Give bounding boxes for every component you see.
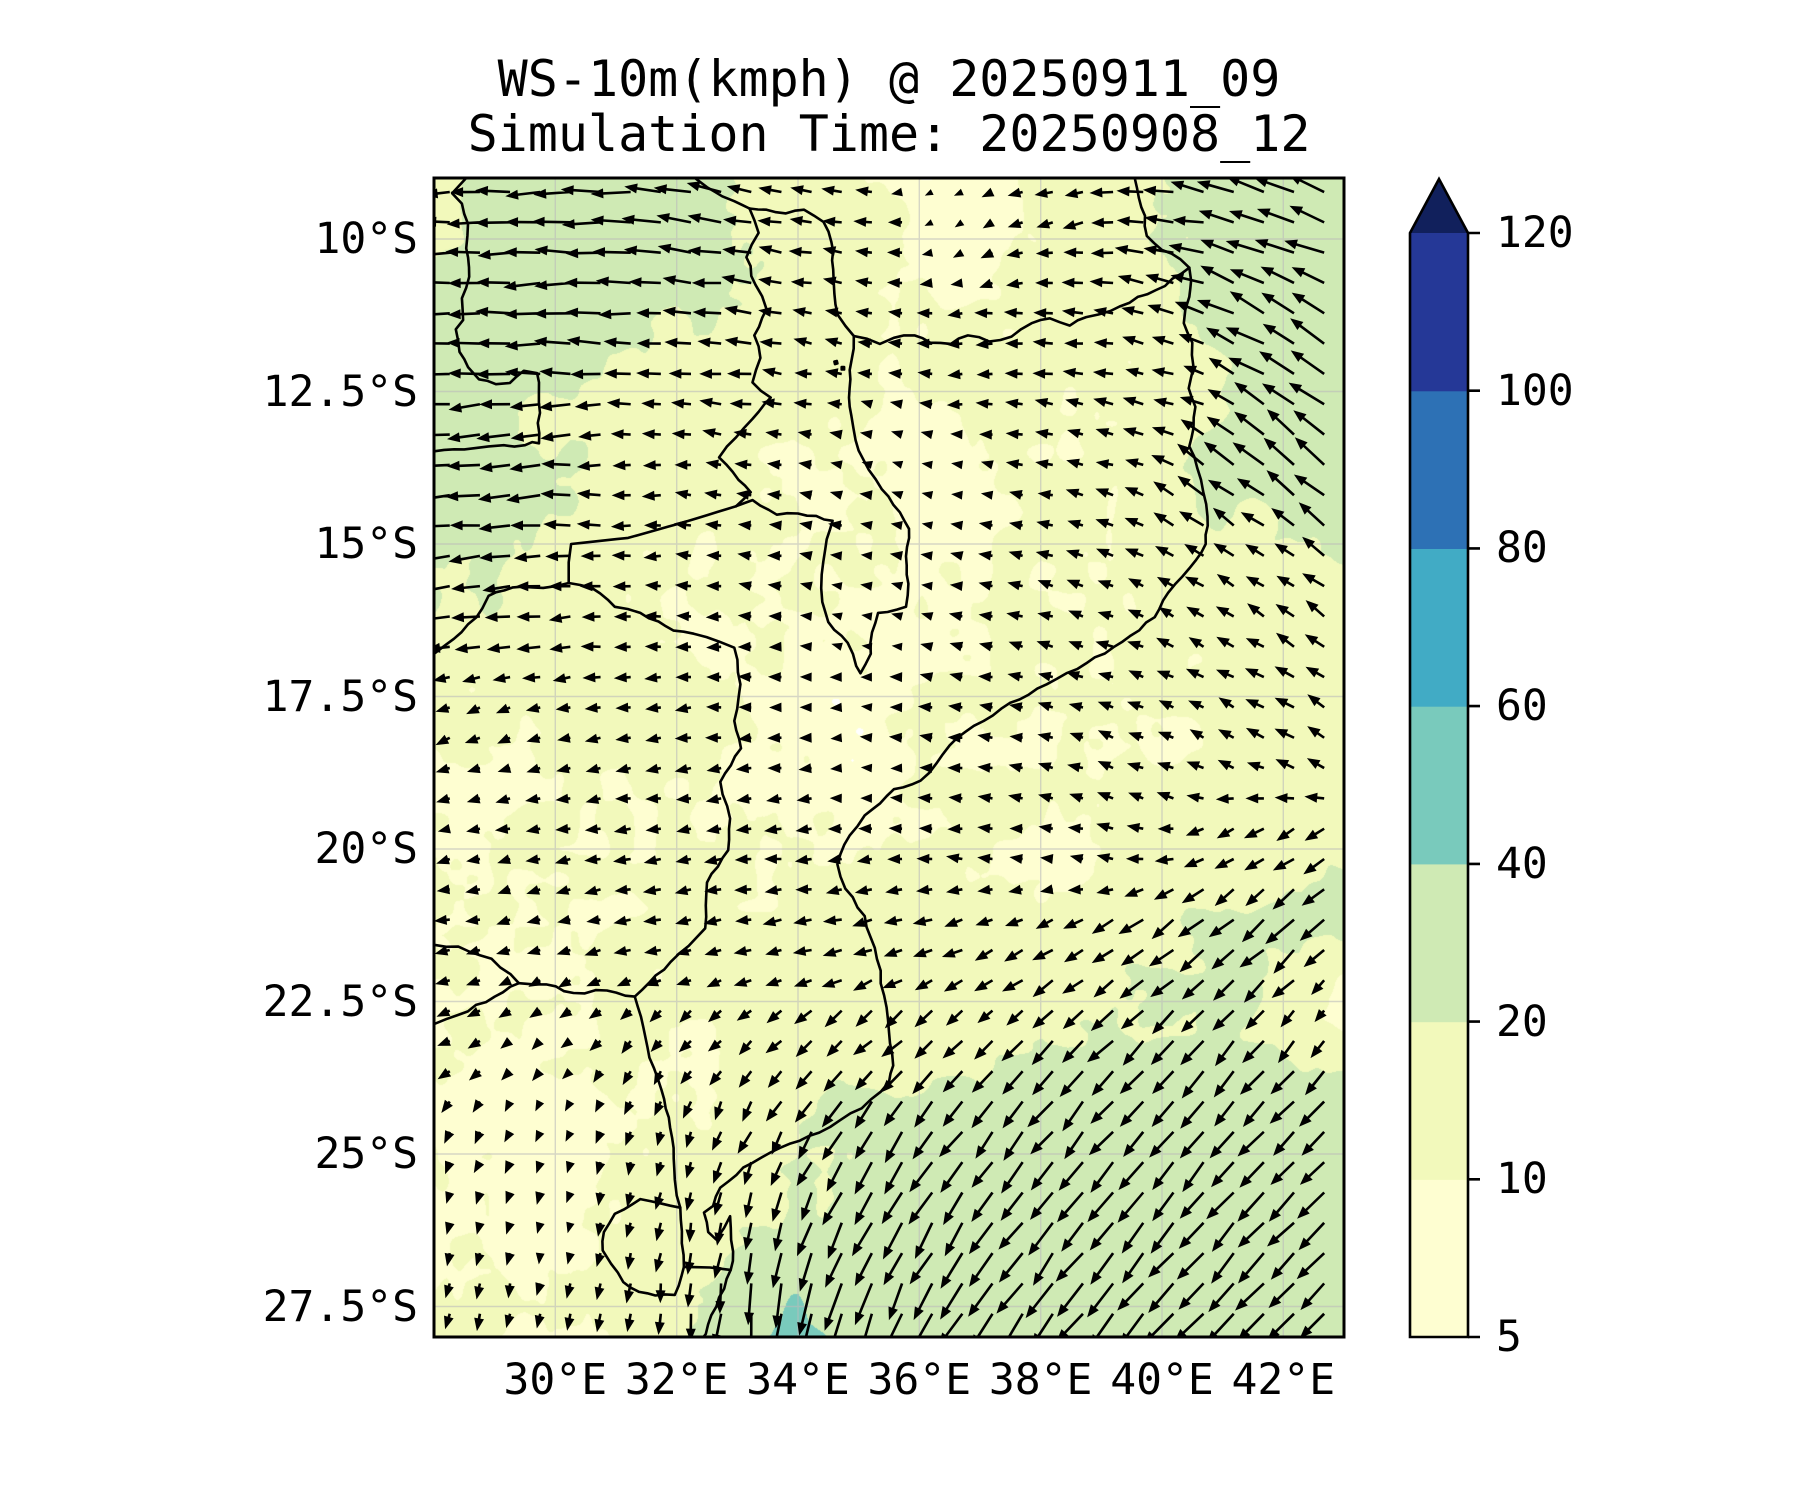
colorbar-tick-label: 20 (1496, 996, 1548, 1047)
x-tick-label: 42°E (1231, 1355, 1336, 1405)
colorbar-tick-label: 120 (1496, 208, 1574, 258)
border-zimbabwe-botswana (434, 943, 521, 985)
border-zambia-mozambique (567, 504, 738, 585)
colorbar-segment (1410, 863, 1468, 1023)
plot-subtitle: Simulation Time: 20250908_12 (467, 105, 1311, 163)
colorbar-ticks (1468, 231, 1480, 1339)
border-chizumulu-island (840, 365, 846, 371)
border-southafrica-botswana (434, 981, 521, 1026)
coastline (702, 178, 1209, 1337)
border-malawi-mozambique (734, 334, 911, 675)
border-zambia-malawi (717, 207, 772, 508)
colorbar-extend-max-triangle (1410, 179, 1468, 233)
border-zambia-zimbabwe (434, 581, 570, 656)
colorbar-tick-label: 60 (1496, 681, 1548, 732)
x-tick-label: 38°E (988, 1355, 1093, 1405)
x-tick-label: 30°E (503, 1355, 608, 1405)
colorbar-segment (1410, 1179, 1468, 1338)
border-southafrica-mozambique-south (682, 1265, 732, 1272)
border-tanzania-malawi (748, 207, 856, 338)
border-likoma-island (833, 359, 839, 366)
colorbar-segment (1410, 548, 1468, 707)
x-tick-label: 34°E (746, 1355, 850, 1405)
colorbar-tick-label: 5 (1496, 1312, 1522, 1362)
colorbar-tick-label: 40 (1496, 838, 1548, 889)
x-tick-label: 36°E (867, 1355, 972, 1405)
y-tick-label: 22.5°S (262, 976, 418, 1027)
border-southafrica-zimbabwe (517, 981, 637, 998)
border-tanzania-mozambique (852, 266, 1191, 346)
x-tick-label: 32°E (624, 1355, 729, 1405)
colorbar-tick-label: 100 (1496, 365, 1574, 416)
colorbar-segment (1410, 390, 1468, 549)
border-drc-zambia (434, 178, 542, 453)
colorbar-tick-label: 10 (1496, 1154, 1548, 1205)
y-tick-label: 10°S (314, 214, 418, 264)
border-eswatini (601, 1197, 686, 1297)
map-layers (434, 178, 1344, 1337)
colorbar-segment (1410, 233, 1468, 392)
y-tick-label: 12.5°S (262, 366, 418, 417)
colorbar-segment (1410, 1021, 1468, 1180)
wind-quiver-arrows (434, 178, 1327, 1337)
y-tick-label: 15°S (314, 519, 418, 569)
y-tick-label: 17.5°S (262, 671, 418, 722)
border-southafrica-mozambique-north (633, 995, 682, 1209)
y-tick-label: 27.5°S (262, 1281, 418, 1332)
x-tick-label: 40°E (1110, 1355, 1214, 1405)
colorbar-tick-label: 80 (1496, 523, 1548, 574)
colorbar-outline (1408, 176, 1470, 1339)
colorbar-segment (1410, 706, 1468, 865)
y-tick-label: 25°S (314, 1129, 418, 1179)
y-tick-label: 20°S (314, 824, 418, 874)
plot-title: WS-10m(kmph) @ 20250911_09 (497, 50, 1281, 108)
plot-frame (432, 176, 1346, 1339)
